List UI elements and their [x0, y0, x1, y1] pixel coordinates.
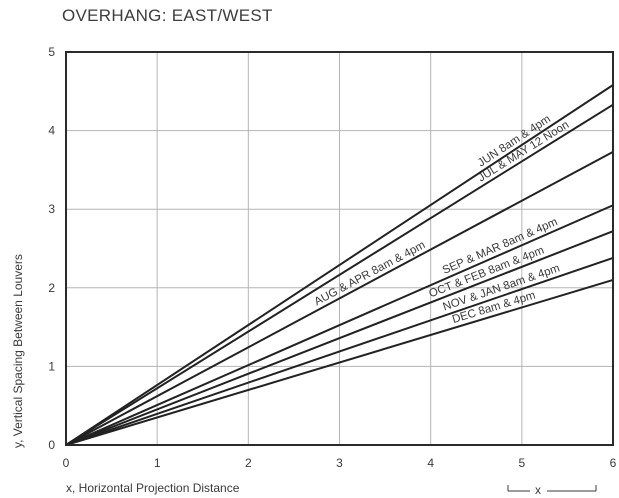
dimension-label: x [535, 483, 541, 497]
y-tick-label-5: 5 [48, 45, 55, 59]
x-tick-label-0: 0 [63, 456, 70, 470]
series-line-5 [65, 256, 614, 446]
x-tick-label-3: 3 [336, 456, 343, 470]
series-line-3 [65, 204, 614, 446]
plot-frame [65, 51, 614, 446]
series-lines [65, 84, 614, 446]
y-axis-label: y, Vertical Spacing Between Louvers [11, 254, 25, 448]
series-line-6 [65, 278, 614, 446]
x-tick-label-1: 1 [154, 456, 161, 470]
y-tick-label-0: 0 [48, 438, 55, 452]
series-line-0 [65, 84, 614, 446]
x-tick-label-5: 5 [518, 456, 525, 470]
y-tick-label-2: 2 [48, 281, 55, 295]
y-tick-label-3: 3 [48, 202, 55, 216]
page-title: OVERHANG: EAST/WEST [62, 6, 273, 25]
x-axis-label: x, Horizontal Projection Distance [66, 481, 240, 495]
tick-labels: 0 1 2 3 4 5 6 0 1 2 3 4 5 [48, 45, 616, 470]
y-tick-label-4: 4 [48, 124, 55, 138]
dimension-indicator: x [507, 483, 597, 497]
x-tick-label-6: 6 [610, 456, 617, 470]
series-line-2 [65, 150, 614, 446]
series-line-1 [65, 103, 614, 446]
x-tick-label-2: 2 [245, 456, 252, 470]
y-tick-label-1: 1 [48, 359, 55, 373]
x-tick-label-4: 4 [427, 456, 434, 470]
series-line-4 [65, 230, 614, 446]
